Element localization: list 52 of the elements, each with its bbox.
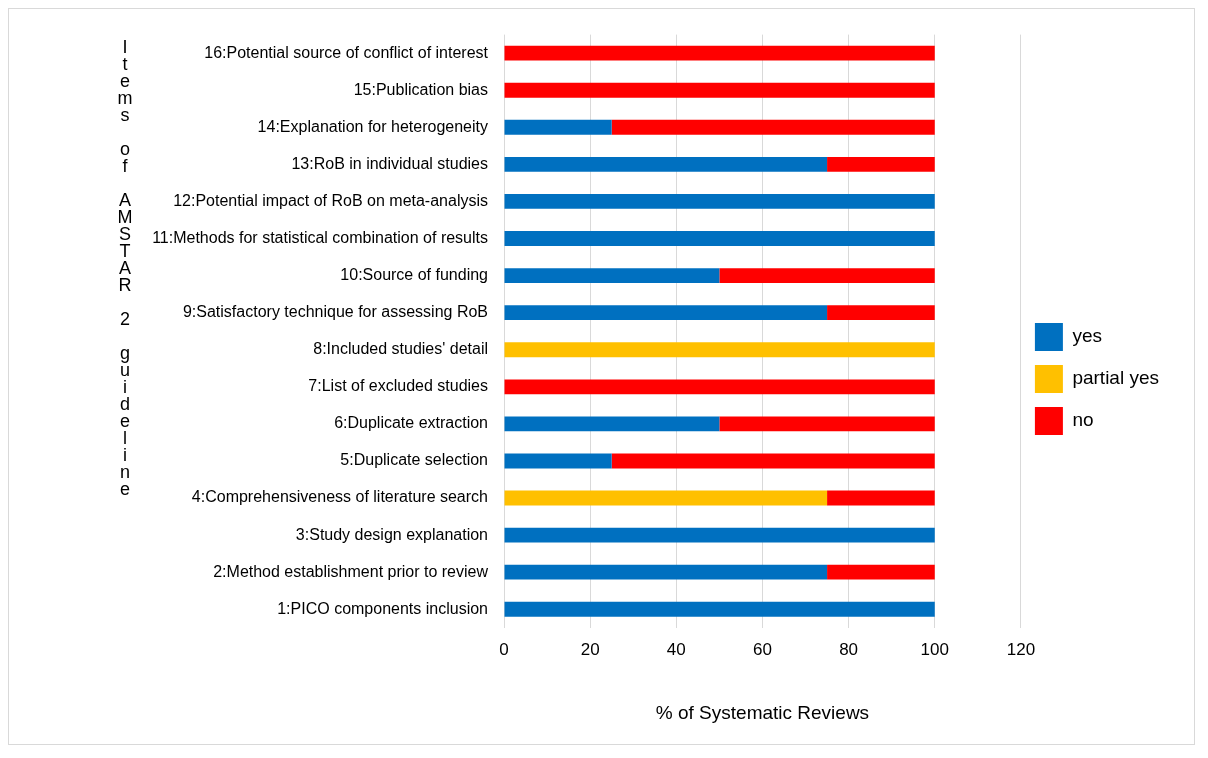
- bar: [504, 416, 720, 432]
- y-tick-label: 4:Comprehensiveness of literature search: [191, 488, 488, 506]
- bar: [504, 45, 935, 61]
- y-tick-label: 13:RoB in individual studies: [291, 154, 488, 172]
- bar: [504, 342, 935, 358]
- bar: [504, 82, 935, 98]
- y-tick-label: 10:Source of funding: [340, 265, 488, 283]
- y-tick-label: 14:Explanation for heterogeneity: [257, 117, 488, 135]
- y-tick-label: 5:Duplicate selection: [340, 451, 488, 469]
- legend-label: partial yes: [1072, 367, 1160, 389]
- x-tick-label: 120: [1006, 639, 1036, 659]
- bar: [504, 231, 935, 246]
- x-tick-label: 40: [666, 639, 686, 659]
- y-tick-label: 2:Method establishment prior to review: [213, 562, 489, 580]
- y-tick-label: 11:Methods for statistical combination of results: [152, 228, 488, 246]
- bar: [719, 416, 935, 432]
- bar: [719, 268, 935, 283]
- bar: [827, 490, 935, 506]
- bar: [504, 453, 612, 469]
- x-axis-title: % of Systematic Reviews: [655, 701, 870, 723]
- bar: [504, 156, 828, 172]
- bar: [611, 119, 935, 135]
- y-tick-label: 6:Duplicate extraction: [334, 414, 488, 432]
- bar: [504, 268, 720, 283]
- bar: [504, 490, 828, 506]
- bar: [611, 453, 935, 469]
- bar: [827, 305, 935, 321]
- x-tick-label: 0: [499, 639, 509, 659]
- bar: [504, 564, 828, 580]
- y-tick-label: 9:Satisfactory technique for assessing RoB: [182, 303, 488, 321]
- y-tick-label: 16:Potential source of conflict of interest: [204, 43, 489, 61]
- y-tick-label: 15:Publication bias: [353, 80, 488, 98]
- y-tick-label: 3:Study design explanation: [295, 525, 488, 543]
- x-tick-label: 20: [580, 639, 600, 659]
- legend-label: yes: [1072, 325, 1102, 347]
- y-tick-label: 12:Potential impact of RoB on meta-analysis: [173, 191, 488, 209]
- bar: [827, 564, 935, 580]
- bar: [504, 601, 935, 617]
- bar: [827, 156, 935, 172]
- y-tick-label: 7:List of excluded studies: [308, 377, 488, 395]
- y-axis-title: Items of AMSTAR 2 guideline: [114, 37, 136, 496]
- bar: [504, 379, 935, 395]
- x-tick-label: 60: [752, 639, 772, 659]
- bar: [504, 194, 935, 209]
- x-tick-label: 80: [839, 639, 859, 659]
- bar: [504, 305, 828, 321]
- bar: [504, 119, 612, 135]
- bar: [504, 527, 935, 543]
- legend-label: no: [1072, 409, 1094, 431]
- y-tick-label: 1:PICO components inclusion: [277, 599, 488, 617]
- x-tick-label: 100: [920, 639, 949, 659]
- y-tick-label: 8:Included studies' detail: [313, 340, 488, 358]
